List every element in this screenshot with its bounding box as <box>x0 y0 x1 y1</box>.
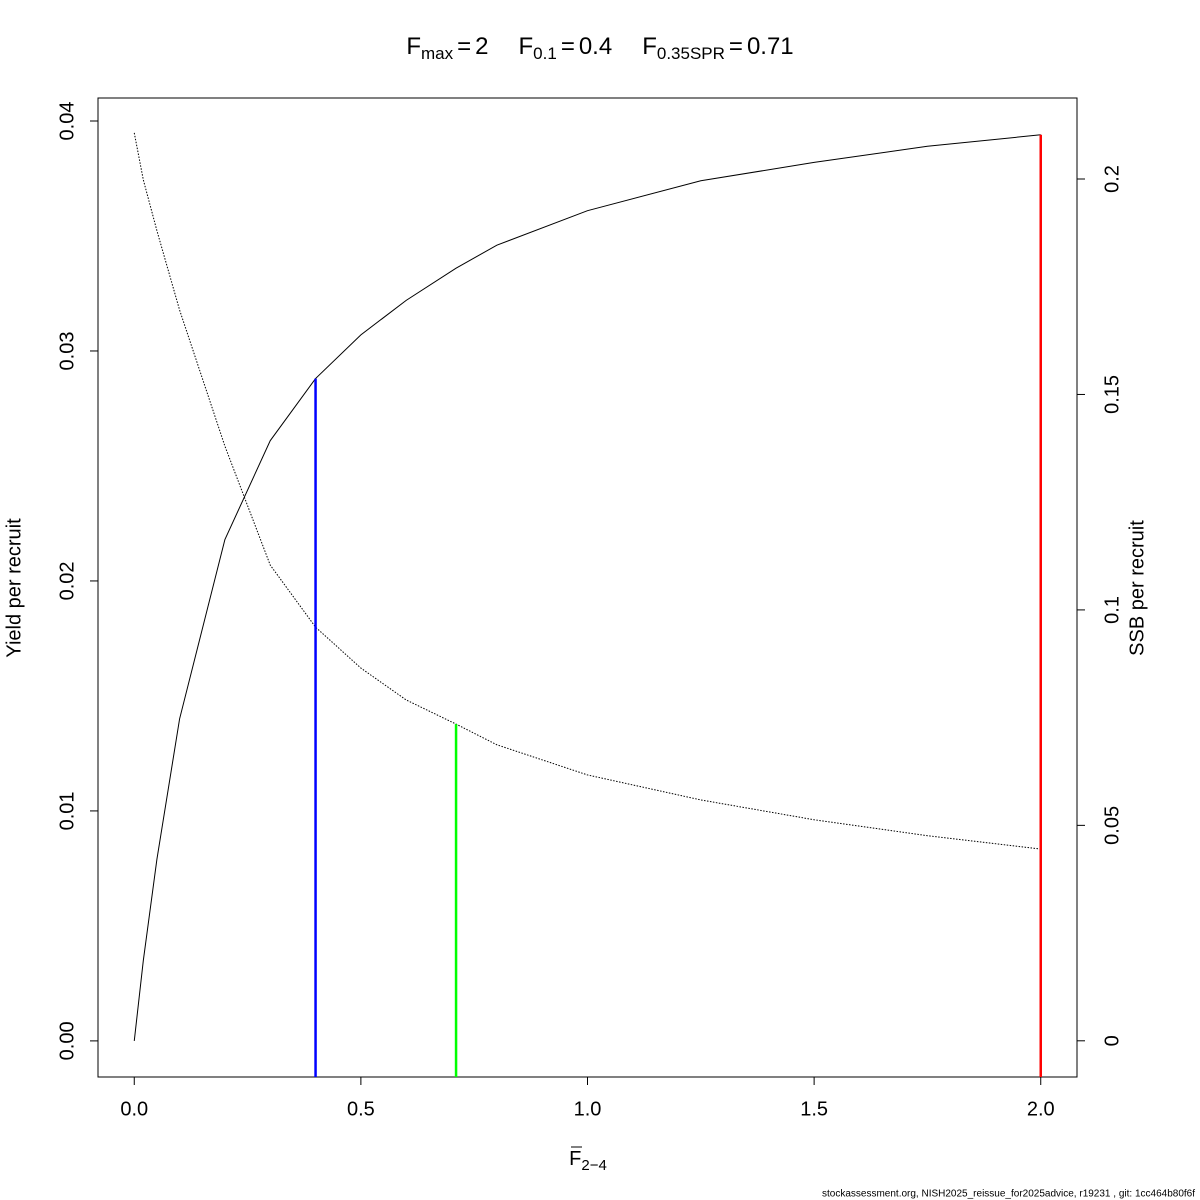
title-symbol: F <box>519 33 534 60</box>
series-line <box>133 132 1041 850</box>
y2-tick-label: 0.15 <box>1101 375 1123 414</box>
y-axis-label: Yield per recruit <box>3 518 25 658</box>
plot-frame <box>97 97 1078 1078</box>
title-sign: = <box>729 33 743 60</box>
x-axis-label: F2−4 <box>569 1148 607 1174</box>
title-sign: = <box>457 33 471 60</box>
footer: stockassessment.org, NISH2025_reissue_fo… <box>822 1189 1195 1200</box>
x-label-symbol: F <box>569 1148 581 1170</box>
y-tick-label: 0.04 <box>56 102 78 141</box>
x-tick-label: 0.5 <box>347 1098 375 1120</box>
x-label-subscript: 2−4 <box>581 1157 606 1174</box>
title-symbol: F <box>406 33 421 60</box>
y-tick-label: 0.02 <box>56 561 78 600</box>
y-tick-label: 0.01 <box>56 791 78 830</box>
y2-tick-label: 0.1 <box>1101 596 1123 624</box>
y2-tick-label: 0.2 <box>1101 165 1123 193</box>
title-symbol: F <box>642 33 657 60</box>
y2-tick-label: 0.05 <box>1101 806 1123 845</box>
title-sign: = <box>561 33 575 60</box>
y2-axis-label: SSB per recruit <box>1126 520 1148 656</box>
title-subscript: 0.35SPR <box>657 44 725 63</box>
x-tick-label: 1.0 <box>574 1098 602 1120</box>
chart-title: Fmax = 2 F0.1 = 0.4 F0.35SPR = 0.71 <box>406 33 793 63</box>
x-tick-label: 0.0 <box>120 1098 148 1120</box>
x-tick-label: 2.0 <box>1027 1098 1055 1120</box>
title-subscript: max <box>421 44 454 63</box>
y-tick-label: 0.03 <box>56 332 78 371</box>
title-value: 0.71 <box>747 33 794 60</box>
series-line <box>133 134 1041 1041</box>
title-subscript: 0.1 <box>533 44 557 63</box>
y2-tick-label: 0 <box>1101 1035 1123 1046</box>
title-value: 2 <box>475 33 488 60</box>
title-value: 0.4 <box>579 33 612 60</box>
y-tick-label: 0.00 <box>56 1021 78 1060</box>
x-tick-label: 1.5 <box>800 1098 828 1120</box>
